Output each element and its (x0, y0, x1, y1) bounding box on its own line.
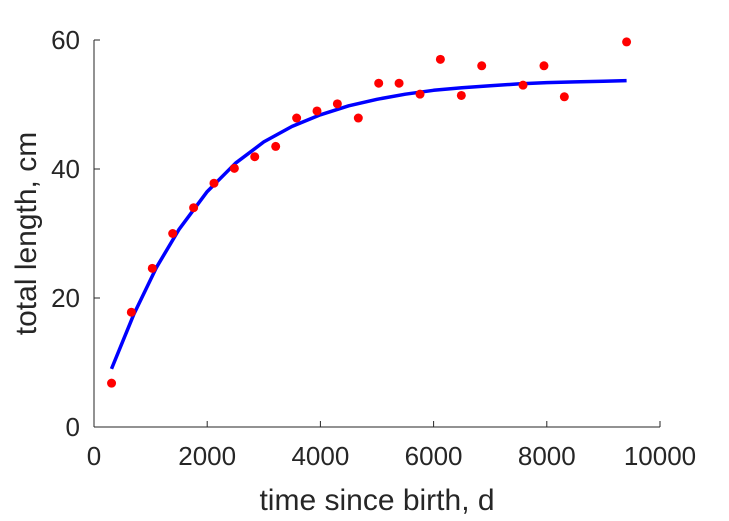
x-tick-label: 6000 (405, 441, 463, 471)
x-ticks: 0 2000 4000 6000 8000 10000 (87, 421, 696, 471)
plot-area (107, 37, 632, 388)
data-point (415, 89, 425, 99)
fit-curve (109, 78, 627, 370)
y-ticks: 0 20 40 60 (51, 25, 100, 442)
data-point (189, 203, 199, 213)
y-tick-label: 60 (51, 25, 80, 55)
data-point (168, 229, 178, 238)
x-tick-label: 0 (87, 441, 101, 471)
data-point (622, 37, 632, 47)
x-tick-label: 8000 (518, 441, 576, 471)
x-tick-label: 10000 (624, 441, 696, 471)
data-point (477, 61, 487, 71)
y-tick-label: 40 (51, 154, 80, 184)
data-point (147, 263, 157, 273)
data-point (107, 378, 117, 388)
data-point (435, 54, 445, 64)
data-point (229, 163, 239, 173)
data-point (126, 307, 136, 317)
data-point (312, 106, 322, 116)
data-point (292, 113, 302, 123)
data-point (518, 80, 528, 90)
data-point (394, 78, 404, 88)
data-point (209, 178, 219, 188)
data-point (332, 99, 342, 109)
data-point (271, 141, 281, 151)
data-point (250, 152, 260, 162)
x-axis-label: time since birth, d (259, 484, 494, 517)
x-tick-label: 2000 (178, 441, 236, 471)
x-tick-label: 4000 (291, 441, 349, 471)
data-point (374, 78, 384, 88)
data-point (539, 61, 549, 71)
data-point (456, 90, 466, 100)
data-point (353, 113, 363, 123)
y-axis-label: total length, cm (10, 132, 43, 335)
axes (93, 40, 660, 428)
y-tick-label: 20 (51, 283, 80, 313)
data-point (559, 92, 569, 102)
y-tick-label: 0 (66, 412, 80, 442)
